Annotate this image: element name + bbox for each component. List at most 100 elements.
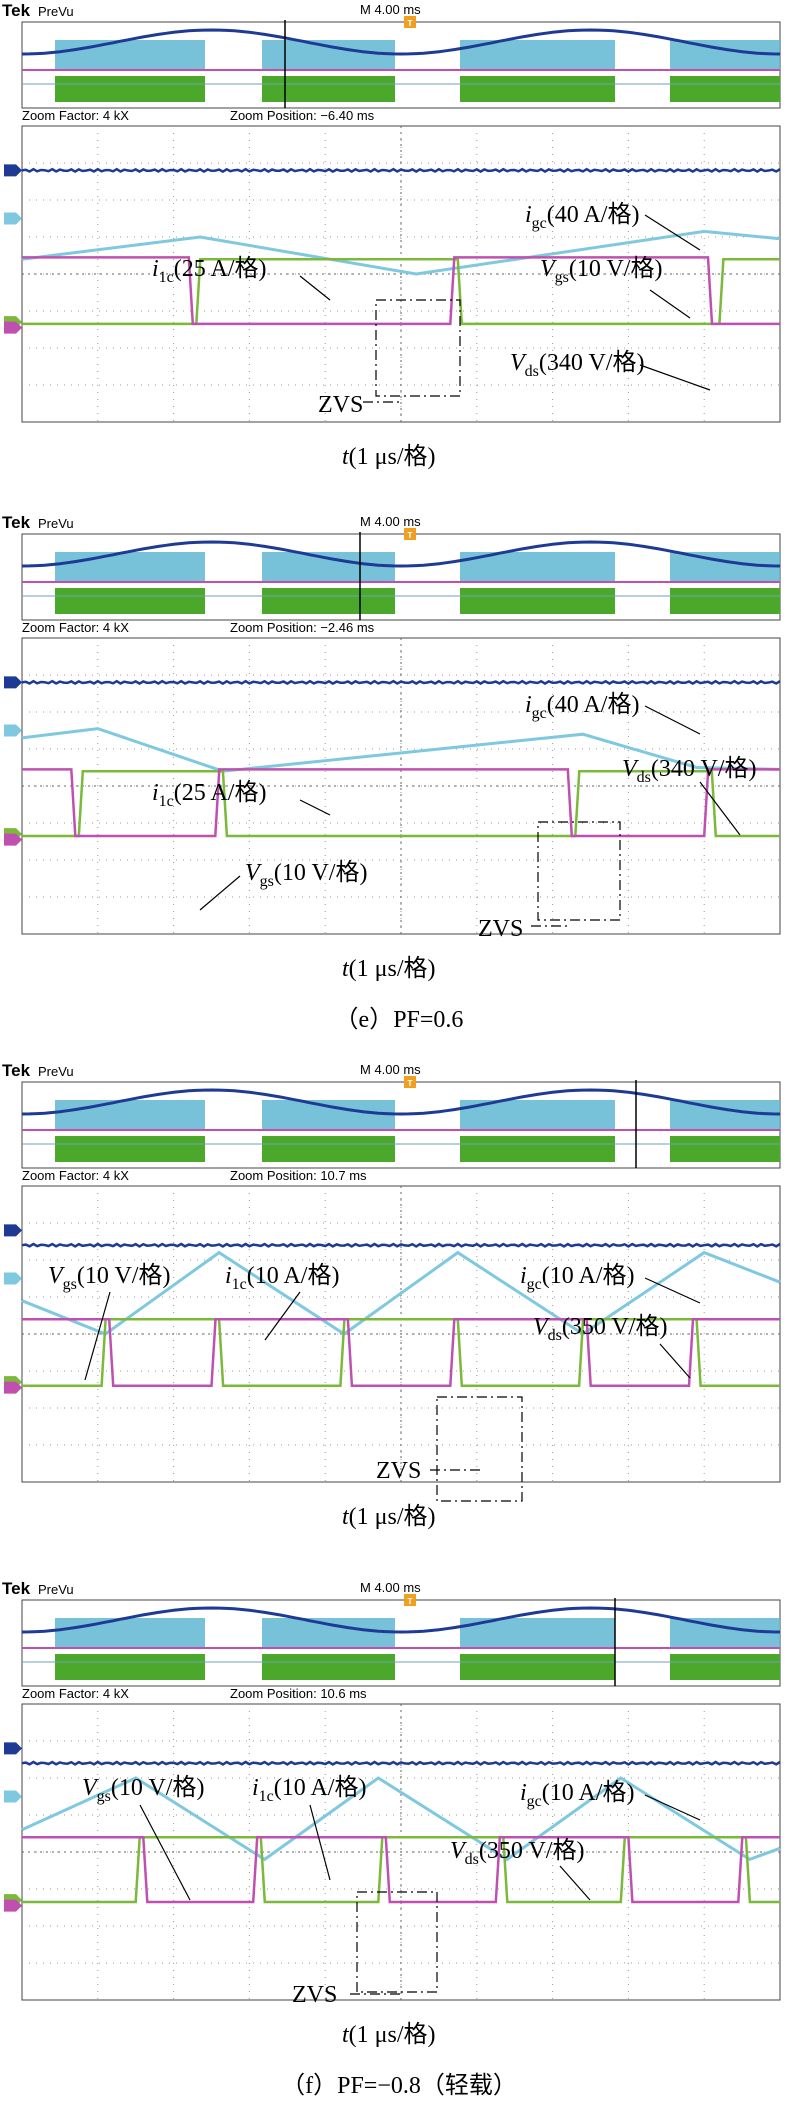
annotation-scale: (25 A/格) (174, 255, 267, 282)
annotation-igc: igc(40 A/格) (525, 691, 639, 722)
annotation-subscript: gs (97, 1788, 111, 1805)
annotation-subscript: 1c (159, 793, 174, 810)
x-axis-symbol: t (342, 1504, 350, 1530)
annotation-vds: Vds(340 V/格) (510, 349, 644, 380)
annotation-subscript: 1c (232, 1276, 247, 1293)
overview-burst (262, 1618, 395, 1648)
annotation-symbol: V (533, 1314, 550, 1340)
scope-panel-1: Tek PreVu M 4.00 ms T Zoom Factor: 4 kX Zoom … (2, 1, 781, 470)
annotation-scale: (10 A/格) (247, 1262, 340, 1289)
overview-gate-band (670, 76, 780, 102)
figure-caption: （e）PF=0.6 (335, 1007, 464, 1033)
annotation-leader (84, 1291, 111, 1381)
overview-igc-envelope (21, 1606, 781, 1634)
series-i1c-line (21, 727, 781, 773)
trigger-marker (404, 528, 416, 540)
overview-burst (262, 1100, 395, 1130)
series-vds-line (22, 256, 780, 326)
scope-panel-4: Tek PreVu M 4.00 ms T Zoom Factor: 4 kX Zoom … (2, 1579, 781, 2099)
x-axis-symbol: t (342, 956, 350, 982)
annotation-leader (199, 875, 241, 911)
brand-sub-label: PreVu (38, 4, 74, 19)
annotation-subscript: ds (548, 1327, 562, 1344)
annotation-leader (644, 1277, 701, 1304)
series-vgs-line (22, 769, 780, 838)
zvs-label: ZVS (318, 392, 363, 418)
overview-gate-band (55, 1136, 205, 1162)
annotation-vds: Vds(340 V/格) (622, 755, 756, 786)
annotation-symbol: V (510, 350, 527, 376)
annotation-leader (139, 1804, 191, 1901)
annotation-symbol: V (622, 756, 639, 782)
zoom-factor-label: Zoom Factor: 4 kX (22, 1168, 129, 1183)
overview-burst (55, 1100, 205, 1130)
annotation-subscript: ds (465, 1851, 479, 1868)
annotation-i1c: i1c(25 A/格) (152, 779, 266, 810)
annotation-scale: (350 V/格) (562, 1313, 668, 1340)
series-i1c-line (21, 1776, 781, 1862)
annotation-scale: (340 V/格) (539, 349, 645, 376)
annotation-symbol: i (252, 1775, 259, 1801)
annotation-vgs: Vgs(10 V/格) (82, 1774, 204, 1805)
annotation-scale: (340 V/格) (651, 755, 757, 782)
annotation-subscript: gs (555, 269, 569, 286)
annotation-scale: (40 A/格) (547, 201, 640, 228)
annotation-subscript: 1c (159, 269, 174, 286)
annotation-vgs: Vgs(10 V/格) (245, 859, 367, 890)
channel-marker (4, 1381, 22, 1394)
series-i1c-line (21, 229, 781, 276)
x-axis-unit: (1 μs/格) (349, 2021, 436, 2048)
overview-gate-band (262, 76, 395, 102)
annotation-scale: (350 V/格) (479, 1837, 585, 1864)
trigger-marker (404, 16, 416, 28)
channel-marker (4, 1224, 22, 1237)
annotation-leader (659, 1343, 691, 1379)
annotation-vds: Vds(350 V/格) (533, 1313, 667, 1344)
timebase-label: M 4.00 ms (360, 1580, 421, 1595)
overview-burst (670, 1100, 780, 1130)
annotation-leader (699, 781, 741, 836)
overview-gate-band (670, 588, 780, 614)
channel-marker (4, 724, 22, 737)
annotation-subscript: ds (637, 769, 651, 786)
annotation-leader (639, 364, 711, 391)
timebase-label: M 4.00 ms (360, 1062, 421, 1077)
overview-burst (670, 552, 780, 582)
annotation-scale: (10 V/格) (77, 1262, 171, 1289)
annotation-i1c: i1c(10 A/格) (225, 1262, 339, 1293)
annotation-subscript: gs (63, 1276, 77, 1293)
annotation-subscript: ds (525, 363, 539, 380)
overview-burst (55, 1618, 205, 1648)
trigger-marker (404, 1076, 416, 1088)
annotation-leader (644, 214, 701, 251)
overview-igc-envelope (21, 1088, 781, 1116)
annotation-scale: (10 A/格) (274, 1774, 367, 1801)
annotation-symbol: i (525, 202, 532, 228)
overview-burst (262, 552, 395, 582)
annotation-vds: Vds(350 V/格) (450, 1837, 584, 1868)
annotation-subscript: gc (527, 1793, 542, 1810)
x-axis-unit: (1 μs/格) (349, 1503, 436, 1530)
annotation-symbol: i (525, 692, 532, 718)
annotation-vgs: Vgs(10 V/格) (540, 255, 662, 286)
zvs-box (436, 1396, 523, 1502)
series-igc-line (21, 167, 781, 174)
overview-burst (262, 40, 395, 70)
overview-gate-band (55, 76, 205, 102)
overview-burst (670, 1618, 780, 1648)
trigger-marker-label: T (408, 1597, 413, 1606)
overview-gate-band (262, 588, 395, 614)
series-vds-line (22, 1835, 780, 1904)
annotation-symbol: V (82, 1775, 99, 1801)
x-axis-symbol: t (342, 444, 350, 470)
channel-marker (4, 1272, 22, 1285)
annotation-scale: (10 V/格) (274, 859, 368, 886)
overview-gate-band (460, 588, 615, 614)
zvs-box (375, 299, 461, 397)
overview-gate-band (262, 1654, 395, 1680)
channel-marker (4, 1790, 22, 1803)
zoom-position-label: Zoom Position: 10.7 ms (230, 1168, 367, 1183)
overview-igc-envelope (21, 28, 781, 56)
timebase-label: M 4.00 ms (360, 514, 421, 529)
